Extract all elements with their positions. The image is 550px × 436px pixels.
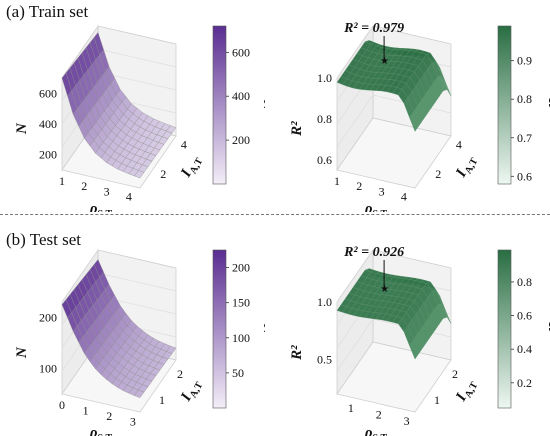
annotation-marker: ★ xyxy=(380,56,389,67)
surface-cell xyxy=(409,111,420,132)
colorbar-label: R² xyxy=(545,97,550,112)
x-tick-label: 2 xyxy=(376,408,382,422)
colorbar-tick-label: 150 xyxy=(232,296,250,310)
annotation-text: R² = 0.926 xyxy=(343,245,404,260)
panel-b-title: (b) Test set xyxy=(6,230,81,249)
colorbar xyxy=(212,25,227,185)
grid-line xyxy=(97,48,177,68)
surface-cell xyxy=(134,170,145,179)
z-axis-label: R² xyxy=(289,121,305,137)
z-tick-label: 0.8 xyxy=(317,112,332,126)
x-axis-label: ρS,T xyxy=(364,201,388,212)
chart-a-r2-surface: 1 2 3 4 2 4 0.6 0.8 1.0 ρS,T IA,T R² 0.6 0.7 0.8 0.9 R² ★… xyxy=(289,21,550,212)
colorbar-tick-label: 0.8 xyxy=(517,275,532,289)
colorbar-tick-label: 0.2 xyxy=(517,376,532,390)
y-axis-label: IA,T xyxy=(178,152,206,182)
colorbar-tick-label: 200 xyxy=(232,261,250,275)
colorbar-tick-label: 50 xyxy=(232,366,244,380)
z-tick-label: 200 xyxy=(39,310,57,324)
colorbar-tick-label: 0.4 xyxy=(517,342,532,356)
x-tick-label: 1 xyxy=(59,174,65,188)
x-tick-label: 3 xyxy=(404,414,410,428)
y-axis-label: IA,T xyxy=(453,152,481,182)
surface-cell xyxy=(134,389,145,398)
grid-line xyxy=(336,318,374,372)
y-tick-label: 1 xyxy=(434,393,440,407)
colorbar-tick-label: 600 xyxy=(232,45,250,59)
x-tick-label: 2 xyxy=(81,179,87,193)
x-tick-label: 1 xyxy=(348,401,354,415)
x-tick-label: 2 xyxy=(106,409,112,423)
y-tick-label: 1 xyxy=(159,393,165,407)
grid-line xyxy=(97,272,177,292)
x-tick-label: 2 xyxy=(356,179,362,193)
x-tick-label: 0 xyxy=(59,398,65,412)
x-axis-label: ρS,T xyxy=(364,425,388,436)
chart-a-n-surface: 1 2 3 4 2 4 200 400 600 ρS,T IA,T N 200 400 600 N xyxy=(14,24,265,212)
colorbar-tick-label: 0.7 xyxy=(517,131,532,145)
floor-pane xyxy=(336,341,452,413)
colorbar xyxy=(497,249,512,409)
x-tick-label: 3 xyxy=(379,184,385,198)
x-tick-label: 3 xyxy=(104,184,110,198)
y-tick-label: 4 xyxy=(181,137,187,151)
z-tick-label: 0.6 xyxy=(317,153,332,167)
x-tick-label: 1 xyxy=(83,403,89,417)
colorbar-tick-label: 200 xyxy=(232,133,250,147)
colorbar-label: R² xyxy=(545,321,550,336)
z-axis-label: R² xyxy=(289,345,305,361)
z-tick-label: 1.0 xyxy=(317,71,332,85)
colorbar xyxy=(497,25,512,185)
colorbar-tick-label: 0.8 xyxy=(517,92,532,106)
colorbar-tick-label: 0.6 xyxy=(517,309,532,323)
z-tick-label: 100 xyxy=(39,361,57,375)
z-tick-label: 0.5 xyxy=(317,353,332,367)
colorbar-tick-label: 400 xyxy=(232,89,250,103)
colorbar-label: N xyxy=(260,99,265,111)
x-tick-label: 4 xyxy=(401,189,407,203)
z-tick-label: 1.0 xyxy=(317,295,332,309)
z-tick-label: 400 xyxy=(39,117,57,131)
y-tick-label: 2 xyxy=(452,367,458,381)
x-tick-label: 3 xyxy=(130,414,136,428)
floor-pane xyxy=(336,117,452,189)
annotation-marker: ★ xyxy=(380,284,389,295)
z-axis-label: N xyxy=(14,346,30,359)
annotation-text: R² = 0.979 xyxy=(343,21,404,36)
x-axis-label: ρS,T xyxy=(89,201,113,212)
y-tick-label: 2 xyxy=(160,167,166,181)
grid-line xyxy=(336,94,374,148)
z-axis-label: N xyxy=(14,122,30,135)
colorbar-tick-label: 0.9 xyxy=(517,54,532,68)
y-tick-label: 2 xyxy=(177,367,183,381)
y-tick-label: 4 xyxy=(456,137,462,151)
z-tick-label: 200 xyxy=(39,148,57,162)
z-tick-label: 600 xyxy=(39,86,57,100)
chart-b-n-surface: 012312100200ρS,TIA,TN50100150200N xyxy=(14,248,265,436)
x-tick-label: 4 xyxy=(126,189,132,203)
y-tick-label: 2 xyxy=(435,167,441,181)
panel-a-title: (a) Train set xyxy=(6,2,89,21)
colorbar-label: N xyxy=(260,323,265,335)
colorbar-tick-label: 0.6 xyxy=(517,169,532,183)
surface-cell xyxy=(409,339,420,360)
colorbar xyxy=(212,249,227,409)
x-tick-label: 1 xyxy=(334,174,340,188)
panel-separator xyxy=(0,214,550,215)
x-axis-label: ρS,T xyxy=(89,425,113,436)
colorbar-tick-label: 100 xyxy=(232,331,250,345)
